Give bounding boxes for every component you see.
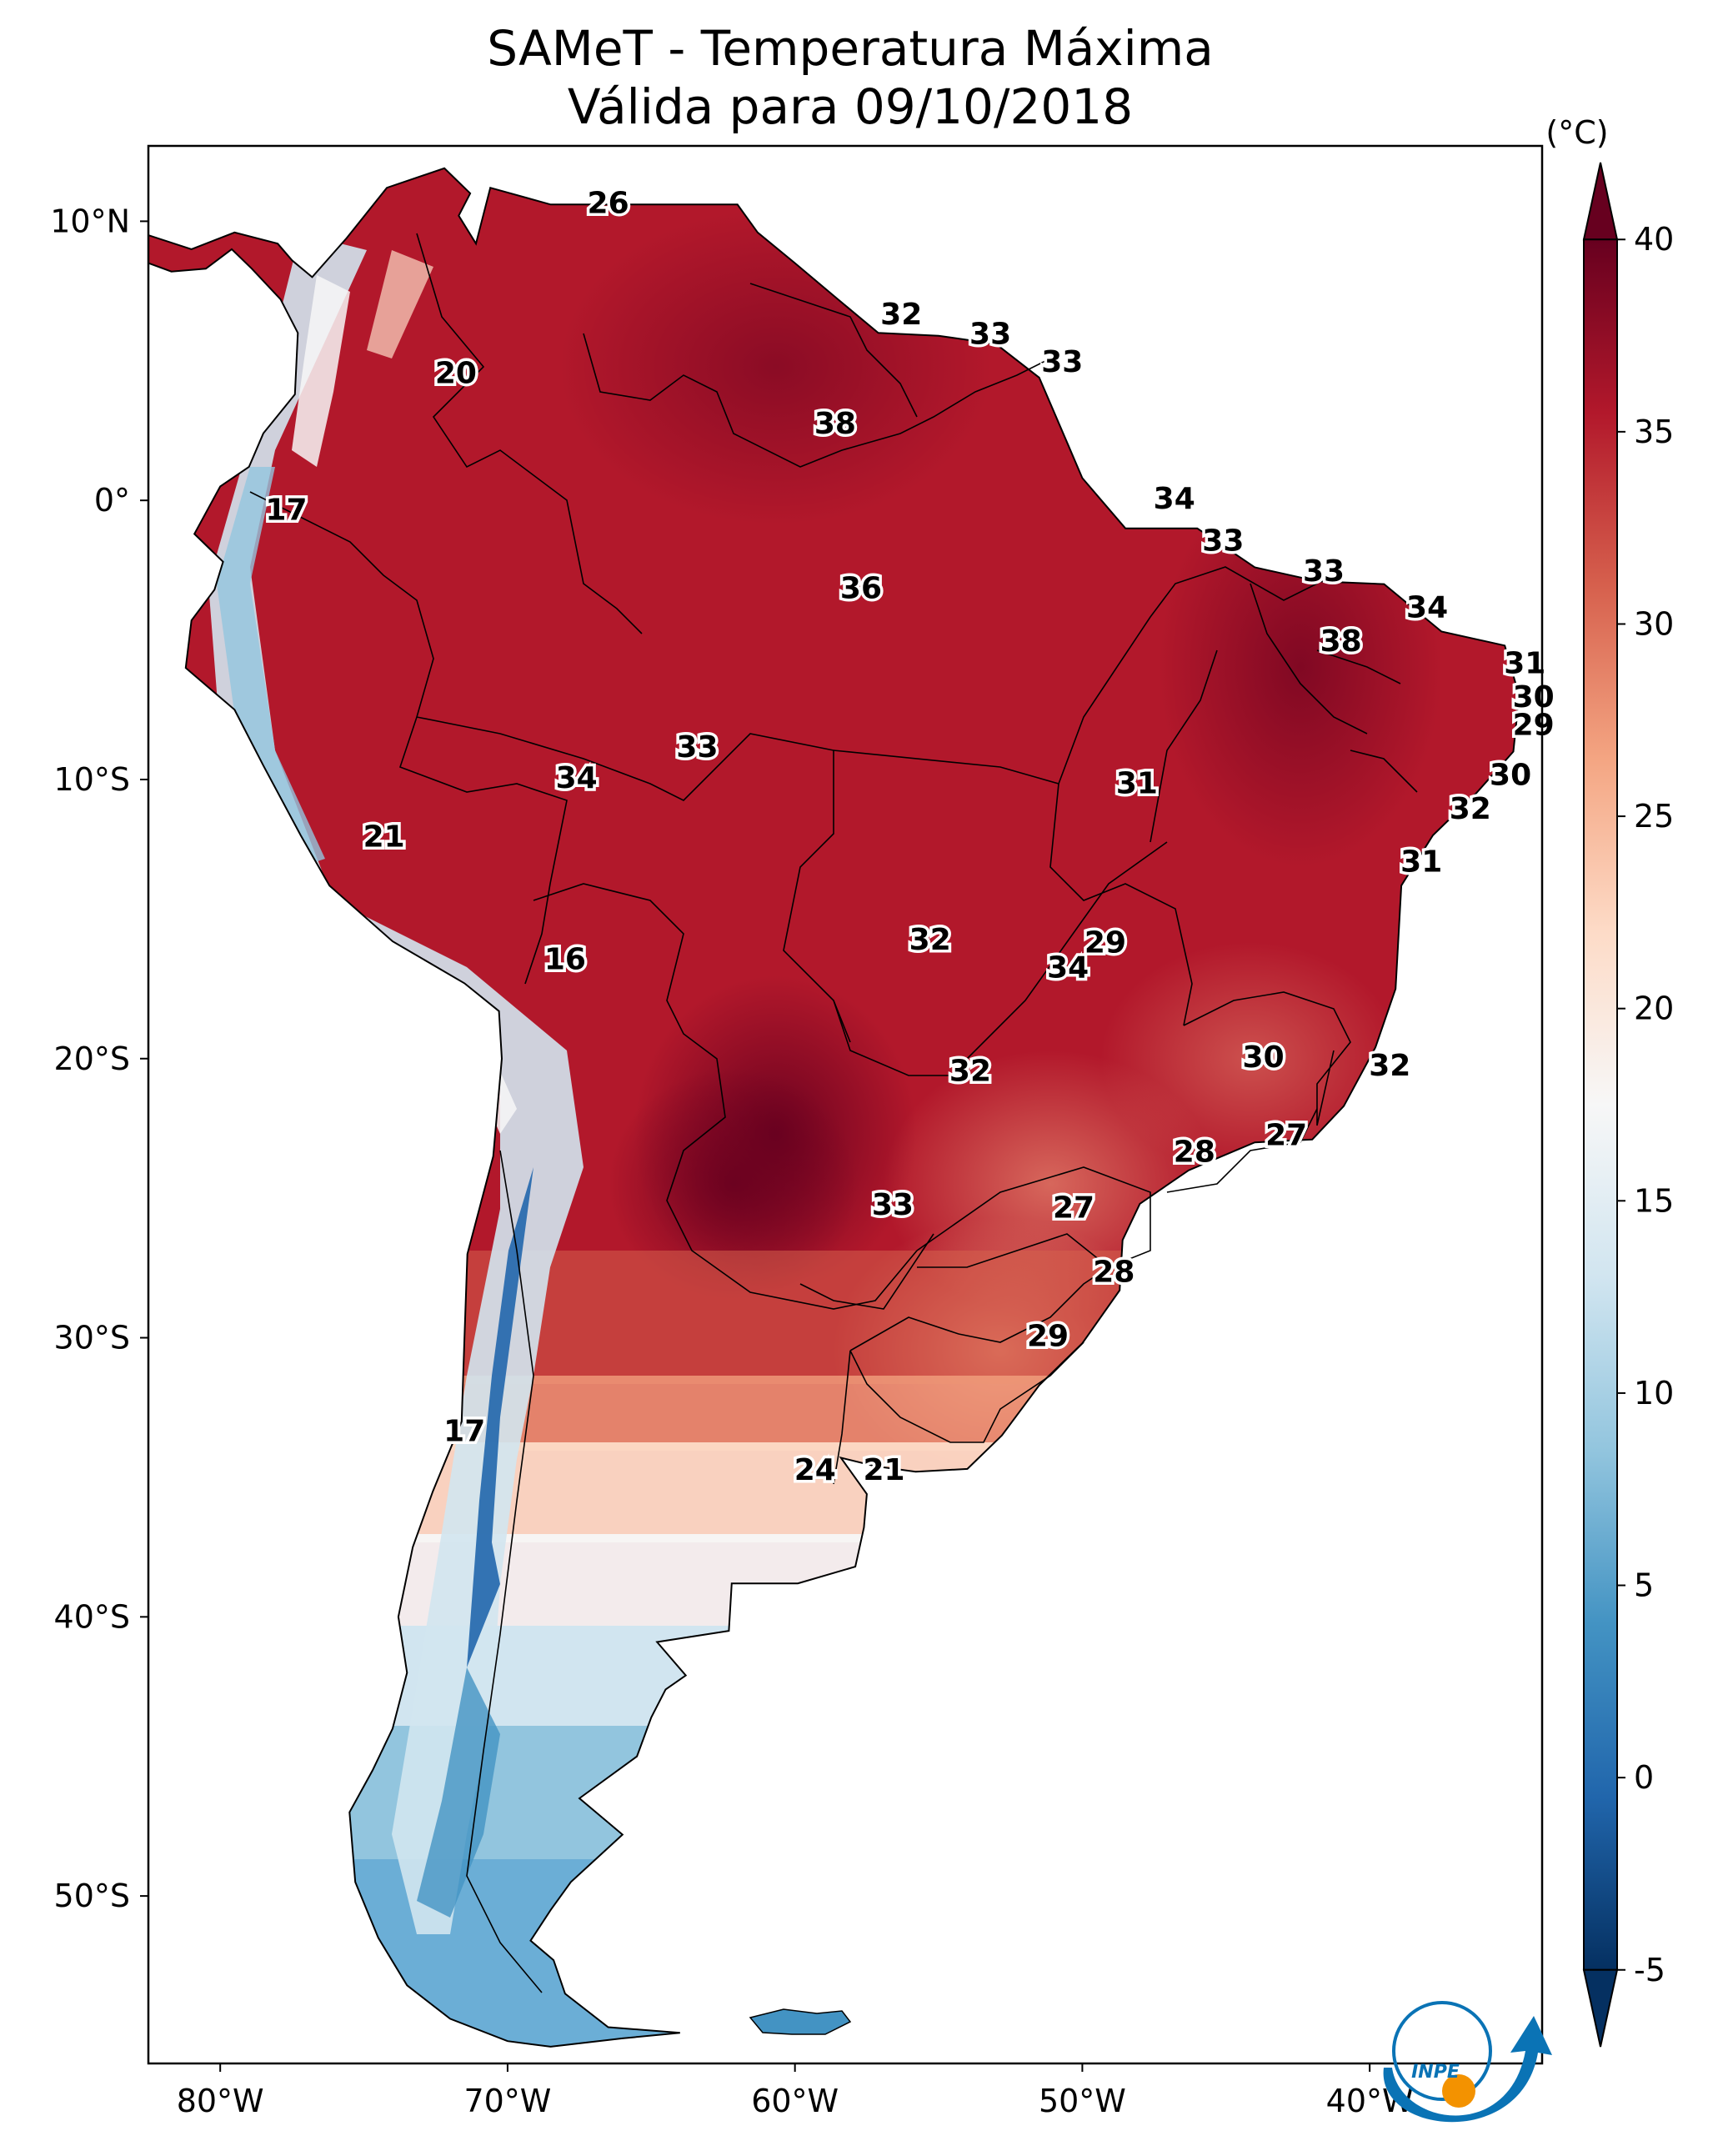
colorbar-tick-label: 0 (1634, 1759, 1654, 1796)
lat-tick-label: 40°S (54, 1598, 130, 1635)
temperature-label: 16 (544, 943, 586, 977)
logo-orbit (1392, 2001, 1492, 2101)
temperature-label: 32 (909, 923, 951, 957)
temperature-label: 27 (1053, 1191, 1094, 1226)
temperature-label: 20 (435, 357, 477, 391)
temperature-label: 28 (1174, 1136, 1215, 1170)
temperature-label: 31 (1400, 845, 1442, 879)
temperature-label: 24 (794, 1453, 836, 1487)
latitude-axis: 10°N 0° 10°S 20°S 30°S 40°S 50°S (50, 203, 148, 1914)
borders (249, 233, 1418, 1993)
lat-tick-label: 10°N (50, 203, 130, 239)
temperature-label: 29 (1027, 1320, 1069, 1354)
chart-title: SAMeT - Temperatura Máxima (487, 20, 1214, 77)
temperature-label: 17 (443, 1414, 485, 1448)
falkland-islands (749, 2008, 852, 2035)
inpe-logo: INPE (1383, 2001, 1552, 2123)
lat-tick-label: 30°S (54, 1320, 130, 1356)
colorbar-tick-label: 40 (1634, 221, 1674, 258)
chart-subtitle: Válida para 09/10/2018 (568, 78, 1133, 135)
temperature-label: 21 (363, 820, 405, 854)
lon-tick-label: 70°W (463, 2083, 551, 2119)
temperature-label: 28 (1093, 1256, 1134, 1290)
colorbar-tick-label: 25 (1634, 798, 1674, 835)
colorbar-bottom-arrow (1582, 1968, 1619, 2048)
temperature-label: 36 (840, 571, 882, 605)
colorbar-ticks: 40 35 30 25 20 15 10 5 0 -5 (1617, 221, 1674, 1988)
coastline (148, 167, 1520, 2048)
temperature-label: 33 (1041, 345, 1083, 379)
temperature-label: 30 (1513, 680, 1555, 714)
colorbar-tick-label: 20 (1634, 990, 1674, 1027)
temperature-label: 32 (949, 1054, 991, 1088)
temperature-label: 21 (863, 1453, 904, 1487)
colorbar-tick-label: 30 (1634, 605, 1674, 642)
temperature-label: 26 (588, 186, 629, 220)
map-frame (147, 144, 1544, 2065)
temperature-label: 17 (265, 494, 307, 528)
lat-tick-label: 50°S (54, 1878, 130, 1914)
temperature-label: 32 (880, 298, 922, 332)
colorbar-unit: (°C) (1545, 114, 1608, 151)
temperature-label: 29 (1084, 925, 1126, 960)
colorbar-tick-label: 5 (1634, 1567, 1654, 1604)
colorbar-tick-label: 10 (1634, 1375, 1674, 1411)
temperature-label: 33 (872, 1188, 914, 1222)
temperature-label: 38 (814, 407, 856, 441)
colorbar-tick-label: -5 (1634, 1952, 1665, 1988)
colorbar-body (1583, 238, 1618, 1971)
temperature-label: 29 (1513, 708, 1555, 742)
temperature-label: 31 (1504, 647, 1545, 681)
temperature-label: 34 (1047, 951, 1089, 985)
temperature-label: 30 (1490, 759, 1531, 793)
temperature-label: 34 (1406, 591, 1448, 625)
temperature-label: 27 (1265, 1119, 1307, 1153)
temperature-label: 34 (1154, 482, 1195, 516)
lat-tick-label: 0° (94, 482, 130, 519)
temperature-label: 34 (556, 761, 598, 795)
temperature-label: 33 (1202, 524, 1244, 558)
colorbar-tick-label: 15 (1634, 1182, 1674, 1219)
colorbar-tick-label: 35 (1634, 414, 1674, 450)
lat-tick-label: 10°S (54, 761, 130, 798)
colorbar-top-arrow (1582, 162, 1619, 241)
temperature-label: 33 (1303, 554, 1345, 589)
lat-tick-label: 20°S (54, 1040, 130, 1077)
temperature-label: 38 (1320, 624, 1362, 659)
longitude-axis: 80°W 70°W 60°W 50°W 40°W (177, 2063, 1414, 2119)
lon-tick-label: 50°W (1039, 2083, 1126, 2119)
temperature-label: 33 (676, 730, 718, 765)
temperature-label: 32 (1450, 792, 1491, 826)
temperature-label: 32 (1369, 1049, 1410, 1083)
logo-text: INPE (1411, 2062, 1460, 2083)
logo-swoosh (1383, 2016, 1552, 2123)
logo-sun (1442, 2074, 1475, 2108)
lon-tick-label: 60°W (751, 2083, 839, 2119)
lon-tick-label: 80°W (177, 2083, 264, 2119)
colorbar: (°C) 40 35 30 25 20 15 10 5 0 -5 (1545, 114, 1674, 2048)
temperature-label: 31 (1116, 767, 1158, 801)
temperature-label: 30 (1243, 1040, 1285, 1075)
temperature-label: 33 (969, 318, 1011, 352)
